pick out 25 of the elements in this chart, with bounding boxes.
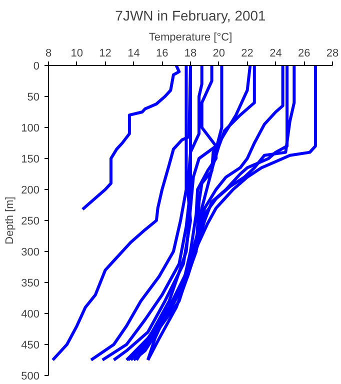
y-tick-label: 0 bbox=[33, 60, 40, 72]
y-axis-title: Depth [m] bbox=[4, 196, 16, 244]
y-tick-label: 50 bbox=[27, 92, 40, 104]
x-axis-title: Temperature [°C] bbox=[148, 32, 232, 44]
x-tick-label: 26 bbox=[298, 48, 310, 60]
x-tick-label: 20 bbox=[212, 48, 226, 60]
x-tick-label: 10 bbox=[70, 48, 84, 60]
y-tick-label: 500 bbox=[21, 370, 40, 382]
x-tick-label: 16 bbox=[156, 48, 168, 60]
x-tick-label: 18 bbox=[184, 48, 197, 60]
x-tick-label: 8 bbox=[45, 48, 52, 60]
y-tick-label: 400 bbox=[21, 308, 40, 320]
y-tick-label: 150 bbox=[21, 154, 40, 166]
x-tick-label: 22 bbox=[241, 48, 254, 60]
y-tick-label: 250 bbox=[21, 216, 40, 228]
y-tick-label: 200 bbox=[21, 184, 40, 196]
y-tick-label: 450 bbox=[21, 340, 40, 352]
y-tick-label: 350 bbox=[21, 278, 40, 290]
y-tick-label: 100 bbox=[21, 122, 40, 134]
x-tick-label: 28 bbox=[326, 48, 339, 60]
chart-title: 7JWN in February, 2001 bbox=[115, 8, 266, 24]
x-tick-label: 24 bbox=[270, 48, 282, 60]
y-tick-label: 300 bbox=[21, 246, 40, 258]
x-tick-label: 12 bbox=[99, 48, 112, 60]
x-tick-label: 14 bbox=[128, 48, 140, 60]
